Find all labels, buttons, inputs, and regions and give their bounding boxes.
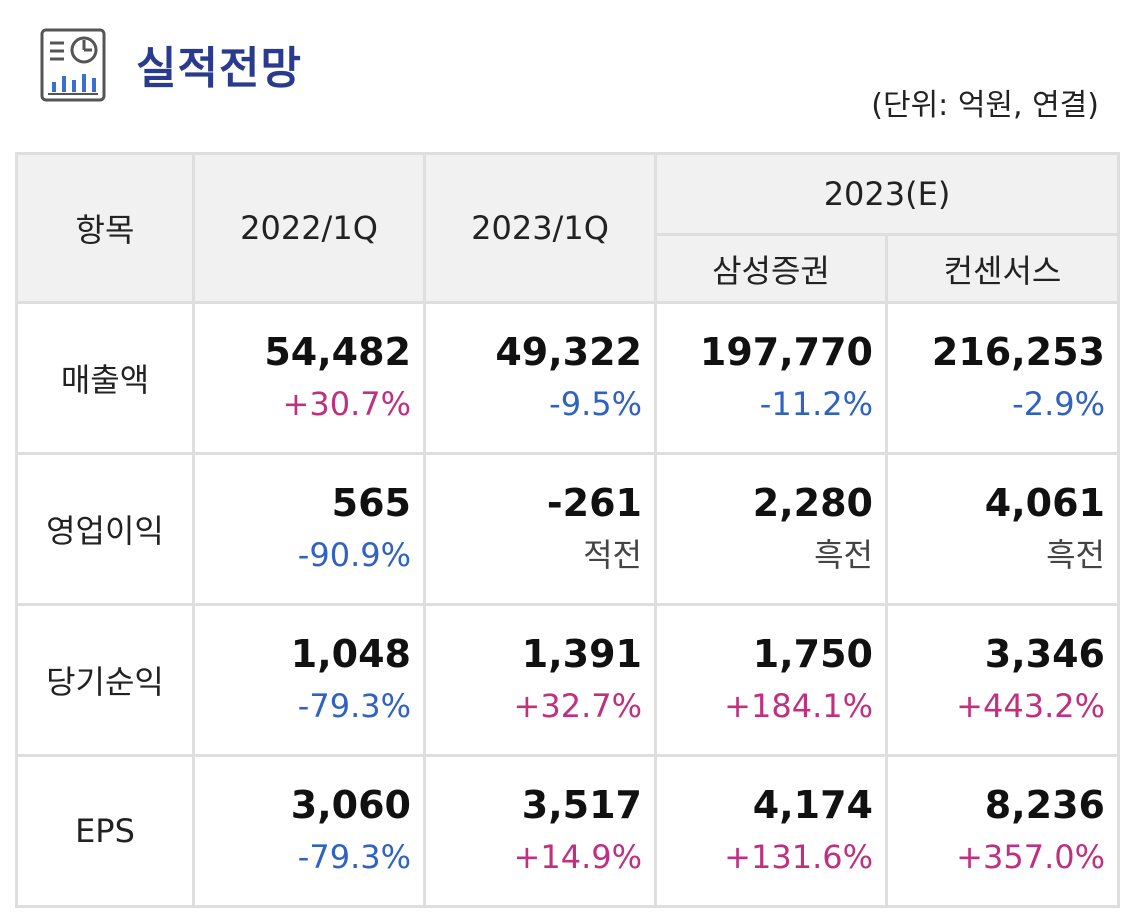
cell-change: 흑전 bbox=[814, 536, 873, 574]
cell-change: +184.1% bbox=[724, 687, 873, 725]
cell-change: +131.6% bbox=[724, 838, 873, 876]
cell-value: 3,517 bbox=[521, 783, 642, 828]
table-cell: 54,482 +30.7% bbox=[192, 301, 426, 455]
table-cell: 8,236 +357.0% bbox=[885, 754, 1120, 908]
table-cell: 216,253 -2.9% bbox=[885, 301, 1120, 455]
table-cell: 197,770 -11.2% bbox=[654, 301, 888, 455]
header-row-bottom: 삼성증권 컨센서스 bbox=[17, 233, 1120, 304]
header-item: 항목 bbox=[15, 152, 195, 304]
cell-value: 54,482 bbox=[264, 330, 411, 375]
cell-change: +357.0% bbox=[956, 838, 1105, 876]
cell-value: 216,253 bbox=[931, 330, 1105, 375]
cell-value: 3,346 bbox=[984, 632, 1105, 677]
cell-value: 4,061 bbox=[984, 481, 1105, 526]
table-cell: 4,174 +131.6% bbox=[654, 754, 888, 908]
cell-change: -90.9% bbox=[297, 536, 411, 574]
cell-change: 흑전 bbox=[1046, 536, 1105, 574]
table-row: EPS 3,060 -79.3% 3,517 +14.9% 4,174 +131… bbox=[15, 754, 1120, 908]
page-title: 실적전망 bbox=[136, 43, 302, 94]
unit-note: (단위: 억원, 연결) bbox=[871, 88, 1099, 123]
header-samsung-securities: 삼성증권 bbox=[654, 233, 888, 304]
row-label: EPS bbox=[15, 754, 195, 908]
cell-value: 1,048 bbox=[290, 632, 411, 677]
row-label: 매출액 bbox=[15, 301, 195, 455]
cell-change: -2.9% bbox=[1012, 385, 1105, 423]
cell-change: -79.3% bbox=[297, 687, 411, 725]
table-cell: 49,322 -9.5% bbox=[423, 301, 657, 455]
table-cell: 3,517 +14.9% bbox=[423, 754, 657, 908]
cell-value: 197,770 bbox=[699, 330, 873, 375]
table-cell: 1,750 +184.1% bbox=[654, 603, 888, 757]
row-label: 당기순익 bbox=[15, 603, 195, 757]
table-cell: 4,061 흑전 bbox=[885, 452, 1120, 606]
cell-value: 3,060 bbox=[290, 783, 411, 828]
table-cell: 1,048 -79.3% bbox=[192, 603, 426, 757]
cell-change: +443.2% bbox=[956, 687, 1105, 725]
cell-change: -79.3% bbox=[297, 838, 411, 876]
cell-value: 8,236 bbox=[984, 783, 1105, 828]
header-2022-1q: 2022/1Q bbox=[192, 152, 426, 304]
forecast-table: 항목 2022/1Q 2023/1Q 2023(E) 삼성증권 컨센서스 매출액… bbox=[15, 152, 1120, 908]
cell-value: 2,280 bbox=[752, 481, 873, 526]
row-label: 영업이익 bbox=[15, 452, 195, 606]
header-consensus: 컨센서스 bbox=[885, 233, 1120, 304]
table-row: 매출액 54,482 +30.7% 49,322 -9.5% 197,770 -… bbox=[15, 301, 1120, 455]
cell-value: -261 bbox=[546, 481, 642, 526]
table-cell: 3,060 -79.3% bbox=[192, 754, 426, 908]
cell-change: -9.5% bbox=[549, 385, 642, 423]
cell-value: 49,322 bbox=[495, 330, 642, 375]
table-cell: 1,391 +32.7% bbox=[423, 603, 657, 757]
panel-header: 실적전망 (단위: 억원, 연결) bbox=[0, 0, 1125, 150]
table-cell: -261 적전 bbox=[423, 452, 657, 606]
table-cell: 565 -90.9% bbox=[192, 452, 426, 606]
cell-change: +32.7% bbox=[513, 687, 642, 725]
cell-value: 4,174 bbox=[752, 783, 873, 828]
table-cell: 3,346 +443.2% bbox=[885, 603, 1120, 757]
cell-value: 565 bbox=[331, 481, 411, 526]
report-chart-icon bbox=[40, 28, 106, 102]
cell-change: 적전 bbox=[583, 536, 642, 574]
cell-change: -11.2% bbox=[759, 385, 873, 423]
table-row: 당기순익 1,048 -79.3% 1,391 +32.7% 1,750 +18… bbox=[15, 603, 1120, 757]
cell-change: +14.9% bbox=[513, 838, 642, 876]
header-2023-estimate: 2023(E) bbox=[654, 152, 1120, 236]
header-row-top: 항목 2022/1Q 2023/1Q 2023(E) bbox=[15, 152, 1120, 304]
cell-change: +30.7% bbox=[282, 385, 411, 423]
header-2023-1q: 2023/1Q bbox=[423, 152, 657, 304]
cell-value: 1,750 bbox=[752, 632, 873, 677]
cell-value: 1,391 bbox=[521, 632, 642, 677]
table-cell: 2,280 흑전 bbox=[654, 452, 888, 606]
table-row: 영업이익 565 -90.9% -261 적전 2,280 흑전 4,061 흑… bbox=[15, 452, 1120, 606]
